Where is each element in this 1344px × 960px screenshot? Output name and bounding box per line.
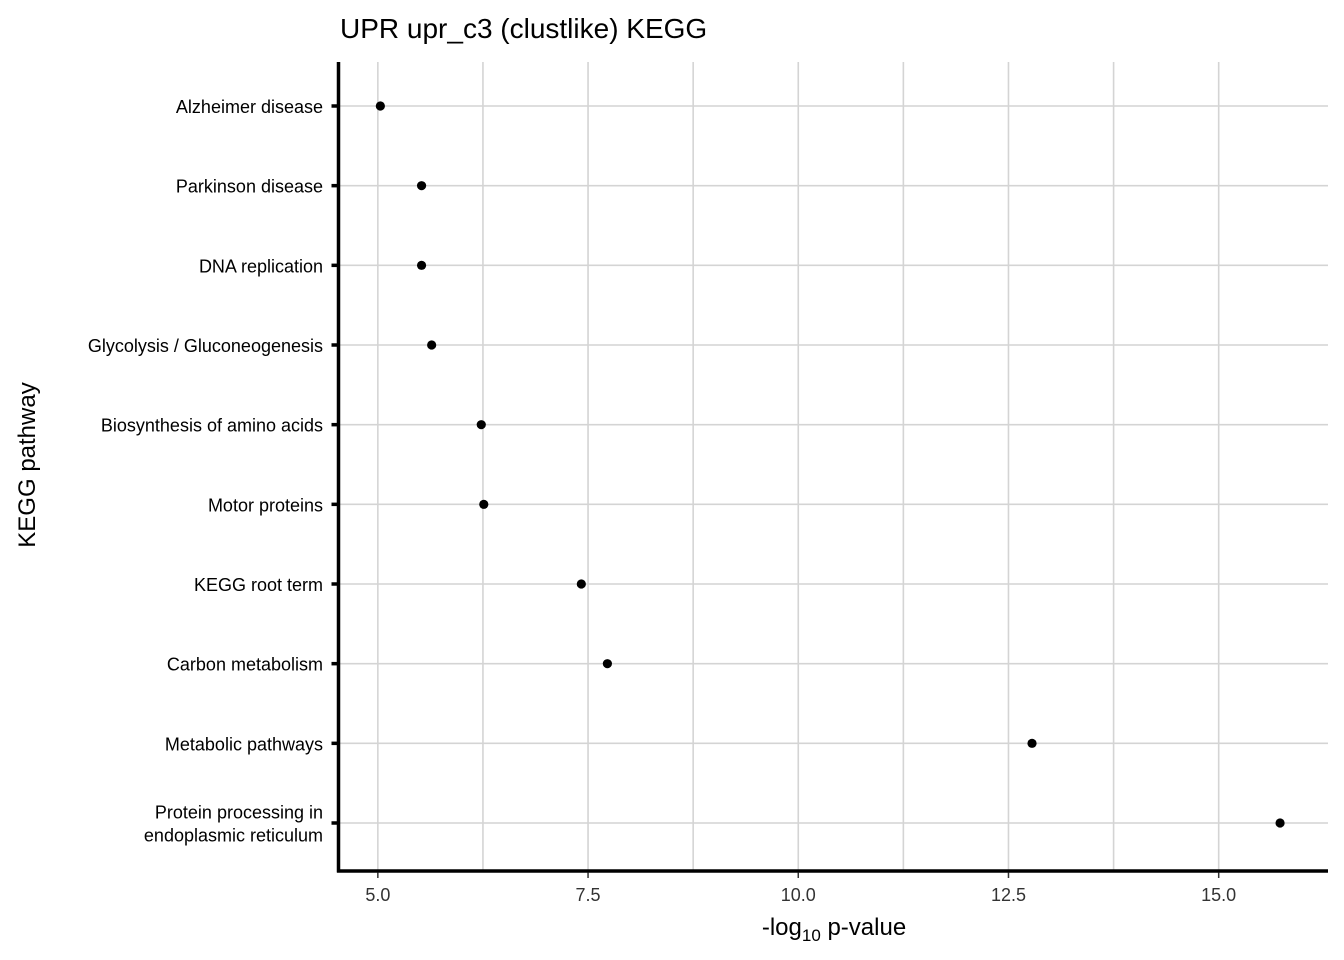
data-point [375,101,385,111]
y-tick-label-line: KEGG root term [194,575,323,595]
axes-layer [336,62,1328,873]
data-point [576,579,586,589]
data-point [416,260,427,270]
x-tick-label: 15.0 [1201,885,1236,905]
x-tick-label: 7.5 [576,885,601,905]
x-axis-title: -log10 p-value [762,914,906,945]
grid-layer [340,62,1328,870]
data-point [479,499,489,509]
x-axis-title-prefix: -log [762,914,802,941]
y-tick-label-line: Motor proteins [208,495,323,515]
data-point [416,181,427,191]
y-tick-label: Parkinson disease [176,177,323,197]
data-point [1027,738,1037,748]
y-tick-label: DNA replication [199,256,323,276]
y-tick-label-line: Parkinson disease [176,177,323,197]
y-tick-label-line: endoplasmic reticulum [144,826,323,846]
x-tick-label: 5.0 [365,885,390,905]
x-axis-title-subscript: 10 [802,926,821,945]
y-tick-label-line: Alzheimer disease [176,97,323,117]
y-axis-ticks: Alzheimer disease Parkinson disease DNA re… [88,97,339,846]
y-tick-label-line: Metabolic pathways [165,734,323,754]
y-tick-label: Metabolic pathways [165,734,323,754]
chart-title: UPR upr_c3 (clustlike) KEGG [340,13,707,44]
data-point [427,340,437,350]
y-tick-label: Motor proteins [208,495,323,515]
data-point [476,420,486,430]
y-tick-label: Protein processing in endoplasmic reticul… [144,803,323,846]
y-tick-label: Biosynthesis of amino acids [101,416,323,436]
y-tick-label-line: Carbon metabolism [167,655,323,675]
y-tick-label: Carbon metabolism [167,655,323,675]
y-tick-label-line: Biosynthesis of amino acids [101,416,323,436]
points-layer [375,101,1285,828]
data-point [602,659,612,669]
y-tick-label-line: DNA replication [199,256,323,276]
y-tick-label-line: Glycolysis / Gluconeogenesis [88,336,323,356]
y-axis-title: KEGG pathway [14,382,41,547]
y-tick-label: Glycolysis / Gluconeogenesis [88,336,323,356]
y-tick-label-line: Protein processing in [155,803,323,823]
x-axis-title-suffix: p-value [821,914,906,941]
y-tick-label: Alzheimer disease [176,97,323,117]
x-axis-ticks: 5.0 7.5 10.0 12.5 15.0 [365,872,1236,905]
y-tick-label: KEGG root term [194,575,323,595]
x-tick-label: 12.5 [991,885,1026,905]
data-point [1275,818,1285,828]
x-tick-label: 10.0 [781,885,816,905]
